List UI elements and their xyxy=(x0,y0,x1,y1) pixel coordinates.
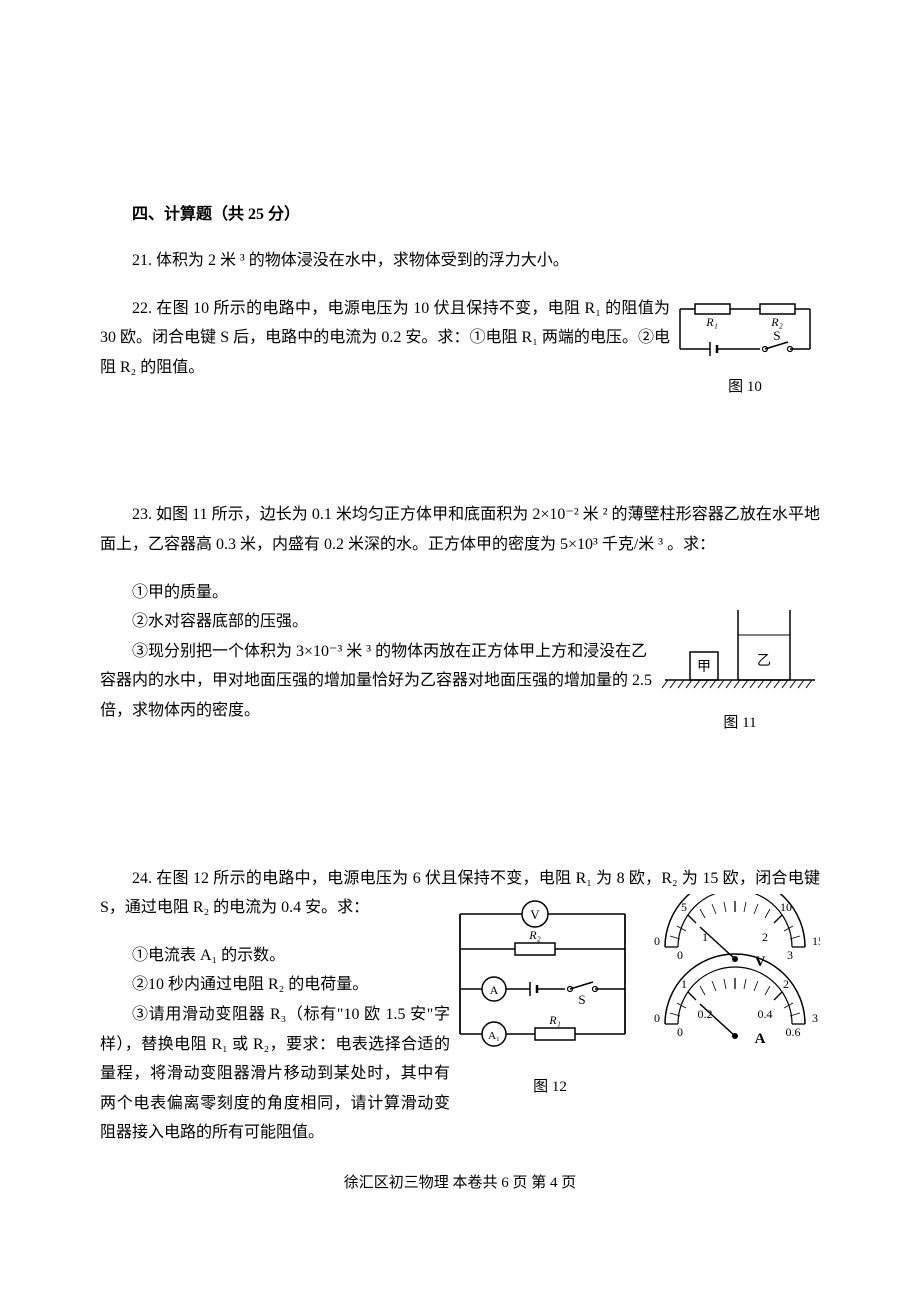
voltmeter-dial: 0 5 10 15 0 1 2 3 V xyxy=(654,894,820,970)
r1-label-24: R₁ xyxy=(548,1013,561,1027)
svg-text:0: 0 xyxy=(677,948,683,962)
q23-sub3: ③现分别把一个体积为 3×10⁻³ 米 ³ 的物体丙放在正方体甲上方和浸没在乙容… xyxy=(100,637,660,726)
r2-label: R₂ xyxy=(528,928,541,942)
ammeter-dial: 0 1 2 3 0 0.2 0.4 0.6 A xyxy=(654,954,818,1047)
figure-11: 甲 乙 图 11 xyxy=(660,590,820,732)
question-24-block: 24. 在图 12 所示的电路中，电源电压为 6 伏且保持不变，电阻 R₁ 为 … xyxy=(100,864,820,1148)
figure-10: R₁ R₂ S 图 10 xyxy=(670,294,820,396)
svg-text:0: 0 xyxy=(654,934,660,948)
label-a: 甲 xyxy=(697,660,711,675)
q24-sub1: ①电流表 A₁ 的示数。 xyxy=(100,941,450,971)
svg-text:0: 0 xyxy=(677,1025,683,1039)
section-title: 四、计算题（共 25 分） xyxy=(100,200,820,224)
question-22-text: 22. 在图 10 所示的电路中，电源电压为 10 伏且保持不变，电阻 R₁ 的… xyxy=(100,294,670,383)
svg-text:10: 10 xyxy=(780,900,792,914)
svg-text:0.4: 0.4 xyxy=(758,1007,773,1021)
r2-label: R₂ xyxy=(770,315,783,329)
figure-12: V R₂ A xyxy=(450,894,820,1096)
s-label-24: S xyxy=(578,992,585,1007)
svg-text:0.6: 0.6 xyxy=(786,1025,801,1039)
circuit-diagram: V R₂ A xyxy=(460,901,625,1046)
r1-label: R₁ xyxy=(705,315,718,329)
q24-sub2: ②10 秒内通过电阻 R₂ 的电荷量。 xyxy=(100,970,450,1000)
figure-12-caption: 图 12 xyxy=(280,1075,820,1096)
v-meter-label: V xyxy=(530,907,540,922)
figure-11-caption: 图 11 xyxy=(660,711,820,732)
svg-text:15: 15 xyxy=(812,934,820,948)
svg-text:2: 2 xyxy=(762,930,768,944)
svg-text:0: 0 xyxy=(654,1011,660,1025)
label-b: 乙 xyxy=(757,653,771,669)
svg-text:2: 2 xyxy=(783,977,789,991)
s-label: S xyxy=(773,328,780,343)
svg-text:3: 3 xyxy=(812,1011,818,1025)
question-23-block: 23. 如图 11 所示，边长为 0.1 米均匀正方体甲和底面积为 2×10⁻²… xyxy=(100,500,820,725)
question-22-block: 22. 在图 10 所示的电路中，电源电压为 10 伏且保持不变，电阻 R₁ 的… xyxy=(100,294,820,383)
page-footer: 徐汇区初三物理 本卷共 6 页 第 4 页 xyxy=(0,1171,920,1192)
svg-text:5: 5 xyxy=(681,900,687,914)
question-23-intro: 23. 如图 11 所示，边长为 0.1 米均匀正方体甲和底面积为 2×10⁻²… xyxy=(100,500,820,559)
a-meter-label: A xyxy=(490,983,499,997)
question-21: 21. 体积为 2 米 ³ 的物体浸没在水中，求物体受到的浮力大小。 xyxy=(100,246,820,276)
a1-meter-label: A₁ xyxy=(488,1030,500,1042)
svg-text:A: A xyxy=(755,1031,766,1047)
svg-text:1: 1 xyxy=(681,977,687,991)
figure-10-caption: 图 10 xyxy=(670,375,820,396)
svg-text:3: 3 xyxy=(787,948,793,962)
